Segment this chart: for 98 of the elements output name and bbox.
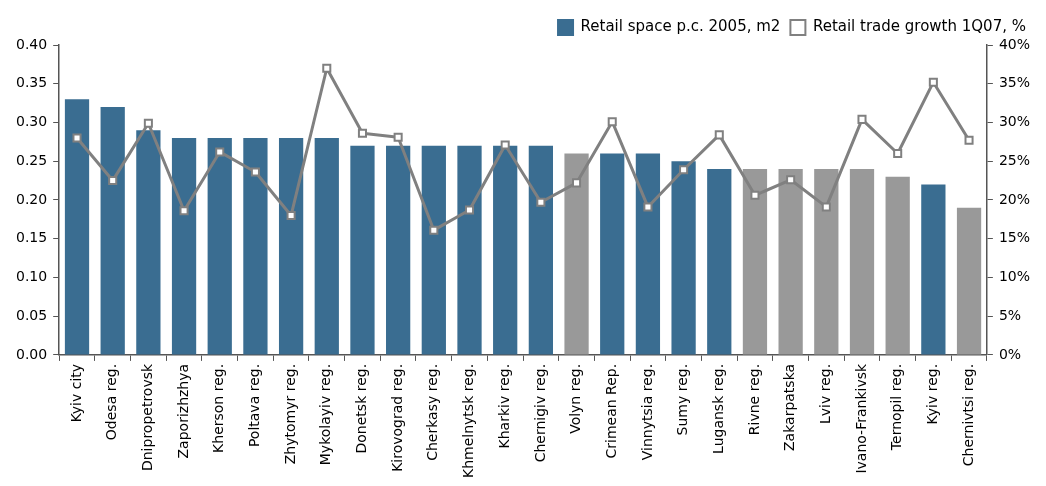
bar: [278, 137, 304, 355]
x-tick-label: Zaporizhzhya: [174, 363, 191, 459]
point: [250, 167, 260, 177]
point: [786, 175, 796, 185]
bar: [386, 145, 411, 355]
bar: [921, 184, 946, 355]
point: [893, 148, 903, 158]
point: [143, 118, 153, 128]
point: [179, 206, 189, 216]
y-tick-label: 0.25: [16, 151, 48, 168]
x-tick-label: Ivano-Frankivsk: [852, 363, 869, 474]
bar: [849, 168, 875, 355]
y2-tick-label: 0%: [998, 345, 1022, 362]
bar: [528, 145, 553, 355]
point: [215, 147, 225, 157]
x-tick-label: Odesa reg.: [103, 363, 120, 441]
y-tick-label: 0.15: [16, 229, 48, 246]
x-tick-label: Donetsk reg.: [353, 363, 370, 454]
bar: [207, 137, 232, 355]
y2-tick-label: 35%: [998, 74, 1031, 91]
y-tick-label: 0.05: [16, 306, 48, 323]
x-tick-label: Poltava reg.: [246, 363, 263, 448]
bar: [671, 161, 696, 355]
y-tick-label: 0.30: [16, 113, 48, 130]
x-tick-label: Kharkiv reg.: [495, 363, 512, 449]
bar: [421, 145, 446, 355]
point: [821, 202, 831, 212]
x-tick-label: Ternopil reg.: [888, 363, 905, 452]
x-tick-label: Lugansk reg.: [709, 363, 726, 454]
point: [357, 128, 367, 138]
y2-tick-label: 10%: [998, 268, 1031, 285]
bar: [243, 137, 268, 355]
x-tick-label: Sumy reg.: [674, 363, 691, 436]
x-tick-label: Rivne reg.: [745, 363, 762, 436]
bar: [350, 145, 375, 355]
y2-tick-label: 30%: [998, 113, 1031, 130]
y-tick-label: 0.35: [16, 74, 48, 91]
x-tick-label: Chernigiv reg.: [531, 363, 548, 463]
point: [429, 225, 439, 235]
y2-tick-label: 15%: [998, 229, 1031, 246]
bar: [635, 153, 661, 355]
point: [607, 117, 617, 127]
x-tick-label: Crimean Rep.: [602, 363, 619, 459]
bar: [778, 168, 803, 355]
bar: [956, 207, 982, 355]
y-tick-label: 0.20: [16, 190, 48, 207]
point: [322, 63, 332, 73]
x-tick-label: Cherkasy reg.: [424, 363, 441, 461]
point: [72, 133, 82, 143]
legend-label: Retail space p.c. 2005, m2: [580, 17, 781, 36]
bar: [314, 137, 339, 355]
bar: [564, 153, 589, 355]
y-tick-label: 0.40: [16, 35, 48, 52]
x-tick-label: Mykolayiv reg.: [317, 363, 334, 466]
y2-tick-label: 40%: [998, 35, 1031, 52]
bar: [493, 145, 518, 355]
legend-label: Retail trade growth 1Q07, %: [812, 17, 1027, 36]
x-tick-label: Lviv reg.: [816, 363, 833, 425]
bar: [885, 176, 910, 355]
bar: [707, 168, 732, 355]
x-tick-label: Vinnytsia reg.: [638, 363, 655, 461]
x-tick-label: Khmelnytsk reg.: [460, 363, 477, 478]
x-tick-label: Kyiv city: [67, 363, 84, 423]
point: [572, 178, 582, 188]
point: [928, 77, 938, 87]
x-tick-label: Chernivtsi reg.: [959, 363, 976, 467]
x-tick-label: Kirovograd reg.: [388, 363, 405, 472]
bar: [457, 145, 482, 355]
point: [750, 190, 760, 200]
y-tick-label: 0.10: [16, 268, 48, 285]
y2-tick-label: 5%: [998, 306, 1022, 323]
y2-tick-label: 25%: [998, 151, 1031, 168]
point: [108, 176, 118, 186]
point: [393, 132, 403, 142]
bar: [814, 168, 839, 355]
point: [536, 197, 546, 207]
point: [714, 130, 724, 140]
x-tick-label: Kherson reg.: [210, 363, 227, 453]
point: [643, 202, 653, 212]
bar: [600, 153, 625, 355]
bar: [171, 137, 197, 355]
y2-tick-label: 20%: [998, 190, 1031, 207]
x-tick-label: Volyn reg.: [567, 363, 584, 434]
point: [857, 114, 867, 124]
point: [964, 135, 974, 145]
x-tick-label: Dnipropetrovsk: [139, 363, 156, 472]
bar: [742, 168, 768, 355]
x-tick-label: Zakarpatska: [781, 363, 798, 451]
point: [286, 210, 296, 220]
y-tick-label: 0.00: [16, 345, 48, 362]
bar: [100, 106, 125, 355]
x-tick-label: Zhytomyr reg.: [281, 363, 298, 465]
bar: [64, 99, 90, 355]
x-tick-label: Kyiv reg.: [924, 363, 940, 425]
point: [679, 165, 689, 175]
point: [500, 140, 510, 150]
point: [464, 205, 475, 215]
bar: [136, 130, 161, 355]
